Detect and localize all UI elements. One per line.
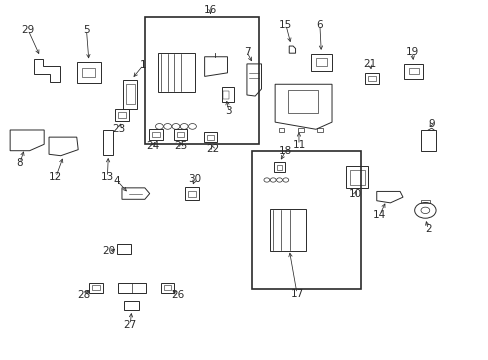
Bar [346, 166, 367, 188]
Bar [125, 85, 134, 104]
Text: 2: 2 [424, 224, 431, 234]
Bar [103, 130, 113, 155]
Bar [274, 162, 285, 172]
Text: 20: 20 [102, 247, 115, 256]
Bar [287, 90, 317, 113]
Text: 11: 11 [292, 140, 305, 150]
Bar [92, 285, 100, 290]
Text: 19: 19 [405, 47, 418, 57]
Bar [349, 170, 364, 185]
Text: 7: 7 [243, 47, 250, 57]
Bar [203, 132, 217, 143]
Text: 12: 12 [49, 172, 62, 182]
Bar [278, 128, 284, 132]
Text: 24: 24 [146, 141, 160, 151]
Bar [77, 63, 101, 83]
Text: 22: 22 [206, 144, 219, 154]
Bar [420, 200, 429, 203]
Text: 5: 5 [83, 25, 90, 35]
Text: 30: 30 [188, 174, 201, 184]
Bar [367, 76, 375, 81]
Text: 1: 1 [140, 60, 146, 70]
Bar [297, 128, 303, 132]
Bar [82, 68, 95, 77]
Bar [117, 283, 145, 293]
Bar [115, 109, 129, 121]
Bar [149, 129, 163, 140]
Bar [364, 73, 378, 84]
Bar [184, 187, 199, 201]
Text: 16: 16 [203, 5, 217, 15]
Text: 17: 17 [290, 289, 303, 298]
Text: 28: 28 [77, 290, 90, 300]
Bar [152, 132, 160, 137]
Bar [223, 91, 228, 99]
Bar [144, 18, 259, 144]
Bar [420, 130, 435, 151]
Text: 8: 8 [17, 158, 23, 168]
Bar [404, 64, 422, 78]
Bar [89, 283, 103, 293]
Text: 14: 14 [372, 210, 386, 220]
Bar [118, 112, 126, 118]
Text: 25: 25 [174, 141, 187, 151]
Bar [310, 54, 331, 71]
Text: 4: 4 [114, 176, 120, 186]
Text: 10: 10 [348, 189, 361, 199]
Text: 21: 21 [363, 59, 376, 69]
Bar [173, 129, 187, 140]
Text: 29: 29 [21, 25, 35, 35]
Bar [269, 210, 306, 251]
Text: 18: 18 [279, 146, 292, 156]
Bar [117, 244, 130, 253]
Bar [176, 132, 183, 137]
Text: 3: 3 [225, 107, 232, 116]
Text: 27: 27 [123, 320, 137, 330]
Bar [276, 165, 282, 170]
Text: 9: 9 [427, 118, 434, 129]
Bar [206, 135, 214, 140]
Text: 26: 26 [170, 290, 183, 300]
Bar [123, 80, 137, 109]
Bar [163, 285, 171, 290]
Bar [317, 128, 323, 132]
Bar [161, 283, 174, 293]
Bar [315, 58, 326, 66]
Bar [251, 152, 361, 289]
Bar [408, 68, 418, 75]
Text: 13: 13 [101, 172, 114, 182]
Text: 6: 6 [316, 19, 323, 30]
Bar [158, 53, 194, 93]
Text: 23: 23 [112, 124, 125, 134]
Text: 15: 15 [279, 19, 292, 30]
Bar [187, 190, 196, 197]
Bar [124, 301, 139, 310]
